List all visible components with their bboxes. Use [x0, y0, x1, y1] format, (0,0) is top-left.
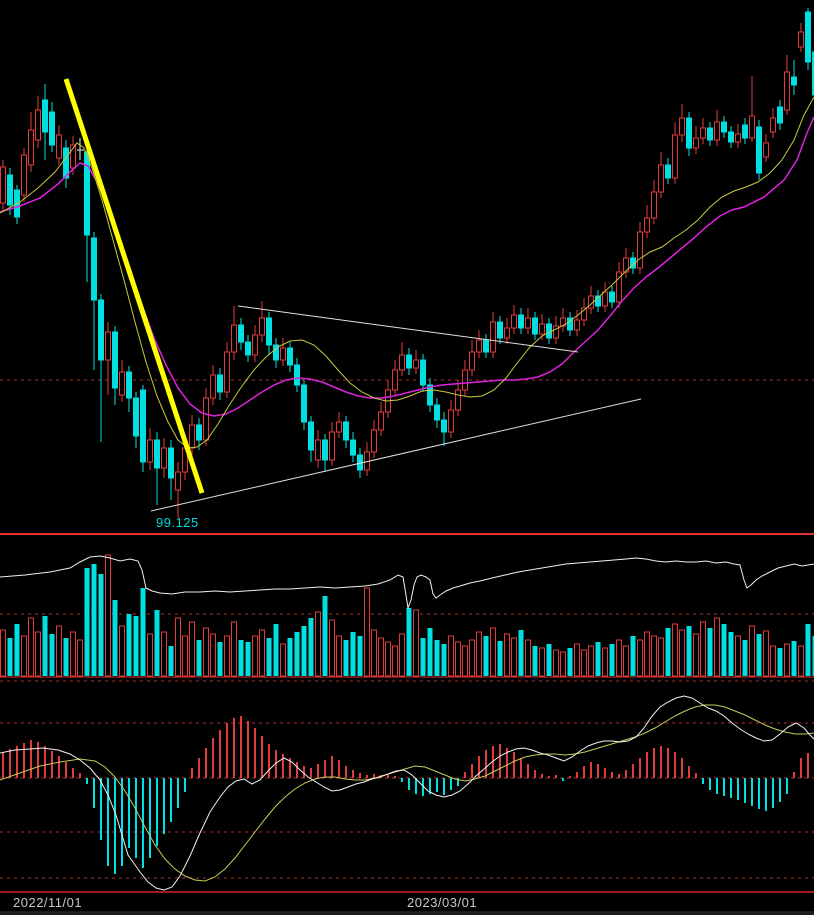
ma-fast-line [0, 96, 814, 449]
low-price-annotation: 99.125 [156, 515, 199, 530]
trendlines [63, 78, 642, 512]
macd-histogram [2, 716, 809, 874]
x-axis-date-right: 2023/03/01 [407, 895, 478, 910]
panel-dividers [0, 533, 814, 893]
triangle-lower-trendline [150, 398, 642, 512]
bottom-edge-strip [0, 911, 814, 915]
x-axis-date-left: 2022/11/01 [13, 895, 83, 910]
macd-dif-line [0, 695, 814, 891]
volume-series [0, 554, 814, 677]
macd-lines [0, 695, 814, 891]
thick-yellow-downtrend-line [63, 78, 205, 494]
volume-indicator-line [0, 555, 814, 610]
volume-line-layer [0, 555, 814, 610]
triangle-upper-trendline [237, 305, 579, 353]
candlestick-series [0, 8, 814, 518]
macd-dea-line [0, 704, 814, 882]
